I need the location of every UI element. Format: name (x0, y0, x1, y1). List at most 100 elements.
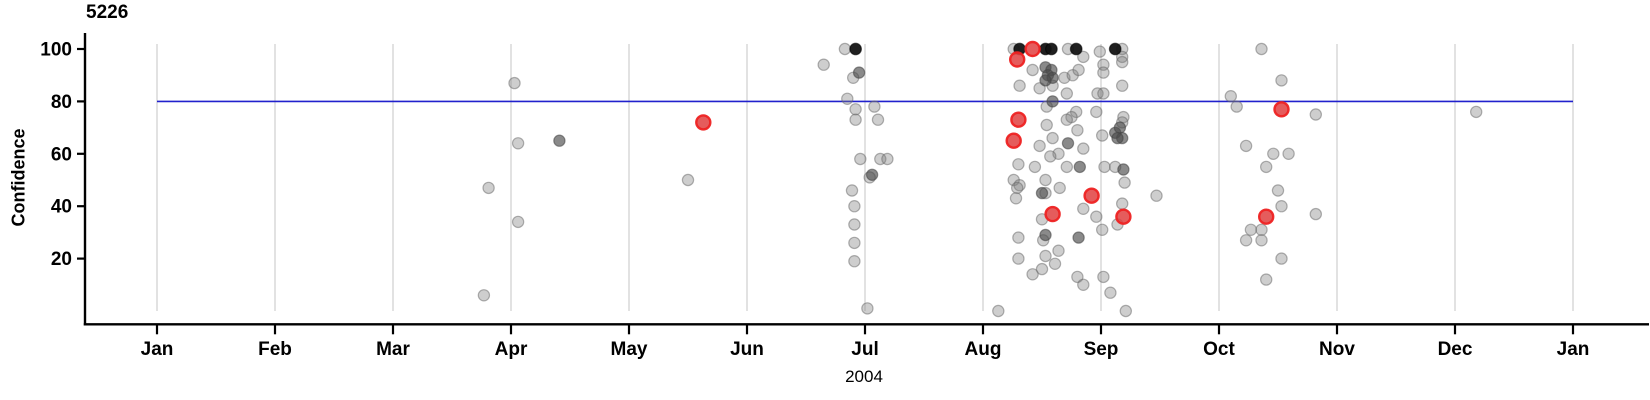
data-point (1060, 160, 1074, 174)
y-tick-label: 80 (51, 92, 72, 113)
data-point (1090, 210, 1103, 223)
data-point (1115, 55, 1129, 69)
data-point (1097, 270, 1110, 284)
data-point (1095, 129, 1109, 142)
x-tick-label: Jun (730, 339, 764, 360)
data-point (482, 181, 495, 195)
data-point (1224, 89, 1238, 103)
data-point (1115, 197, 1129, 210)
data-point (1026, 268, 1039, 281)
x-tick-label: Jul (851, 339, 878, 360)
data-point-overplotted (1061, 137, 1075, 150)
data-point-dense (1044, 42, 1058, 56)
data-point (849, 113, 862, 126)
data-point (1012, 252, 1025, 265)
data-point (1104, 286, 1117, 299)
data-point-highlighted (1044, 205, 1061, 223)
data-point (1053, 181, 1066, 195)
data-point-overplotted (1111, 131, 1124, 145)
data-point (1309, 108, 1323, 121)
plot-title: 5226 (86, 2, 129, 23)
data-point (1309, 207, 1323, 221)
data-point (1026, 63, 1039, 77)
data-point (848, 236, 861, 250)
data-point (1259, 273, 1273, 286)
x-tick-label: Aug (965, 339, 1002, 360)
data-point (848, 199, 861, 213)
data-point (1077, 142, 1090, 155)
data-point (1039, 173, 1052, 187)
x-tick-label: Nov (1319, 339, 1355, 360)
data-point (1060, 87, 1074, 100)
data-point (1275, 252, 1288, 265)
x-tick-label: Mar (376, 339, 410, 360)
data-point-overplotted (865, 168, 879, 181)
data-point-overplotted (553, 134, 566, 147)
data-point (1097, 87, 1110, 100)
data-point (871, 113, 885, 126)
y-tick-label: 40 (51, 197, 72, 218)
data-point (1013, 79, 1026, 92)
data-point (1255, 234, 1268, 247)
data-point (1077, 50, 1090, 64)
data-point (1012, 158, 1025, 171)
data-point (1150, 189, 1163, 202)
data-point (1039, 249, 1052, 263)
data-point (854, 152, 867, 166)
data-point-highlighted (1010, 111, 1027, 128)
data-point (1239, 139, 1253, 153)
x-axis-year-label: 2004 (845, 367, 883, 386)
data-point-overplotted (1117, 163, 1130, 176)
data-point (1097, 66, 1110, 79)
data-point (1035, 262, 1049, 276)
data-point (1244, 223, 1258, 236)
data-point (1275, 74, 1288, 87)
x-tick-label: Apr (495, 339, 528, 360)
data-point (848, 218, 861, 231)
data-point (1255, 223, 1268, 236)
data-point (1090, 105, 1103, 119)
x-tick-label: Jan (141, 339, 174, 360)
data-point-overplotted (1039, 74, 1052, 87)
data-point-highlighted (695, 114, 712, 131)
data-point (1259, 160, 1273, 174)
data-point (1093, 45, 1107, 58)
data-point (1077, 202, 1090, 215)
data-point-dense (849, 42, 862, 56)
data-point-highlighted (1024, 40, 1041, 58)
data-point (848, 255, 861, 268)
data-point-overplotted (852, 66, 866, 79)
data-point (1046, 131, 1059, 145)
data-point (508, 76, 521, 90)
data-point (1011, 181, 1024, 195)
data-point-highlighted (1005, 132, 1022, 149)
data-point (1009, 192, 1023, 205)
data-point-highlighted (1009, 51, 1026, 68)
data-point (1115, 79, 1129, 92)
data-point (1271, 184, 1285, 197)
data-point (1095, 223, 1109, 236)
data-point-overplotted (1035, 186, 1049, 200)
data-point (1033, 139, 1046, 153)
data-point-highlighted (1273, 101, 1290, 118)
data-point (681, 173, 695, 187)
x-tick-label: Sep (1084, 339, 1119, 360)
data-point (1077, 278, 1090, 291)
axis-ticks-layer (77, 47, 1575, 335)
data-point (1072, 63, 1085, 77)
data-point (868, 100, 881, 113)
data-point (1098, 160, 1111, 174)
y-axis-title: Confidence (8, 128, 29, 227)
data-point (1060, 113, 1074, 126)
data-point (1044, 150, 1057, 163)
data-point (845, 184, 859, 197)
data-point (477, 289, 491, 302)
x-tick-label: Jan (1557, 339, 1590, 360)
data-point-overplotted (1113, 121, 1127, 134)
data-point-dense (1069, 42, 1083, 56)
data-point-overplotted (1046, 95, 1059, 108)
data-point (817, 58, 830, 71)
data-point (992, 304, 1005, 318)
